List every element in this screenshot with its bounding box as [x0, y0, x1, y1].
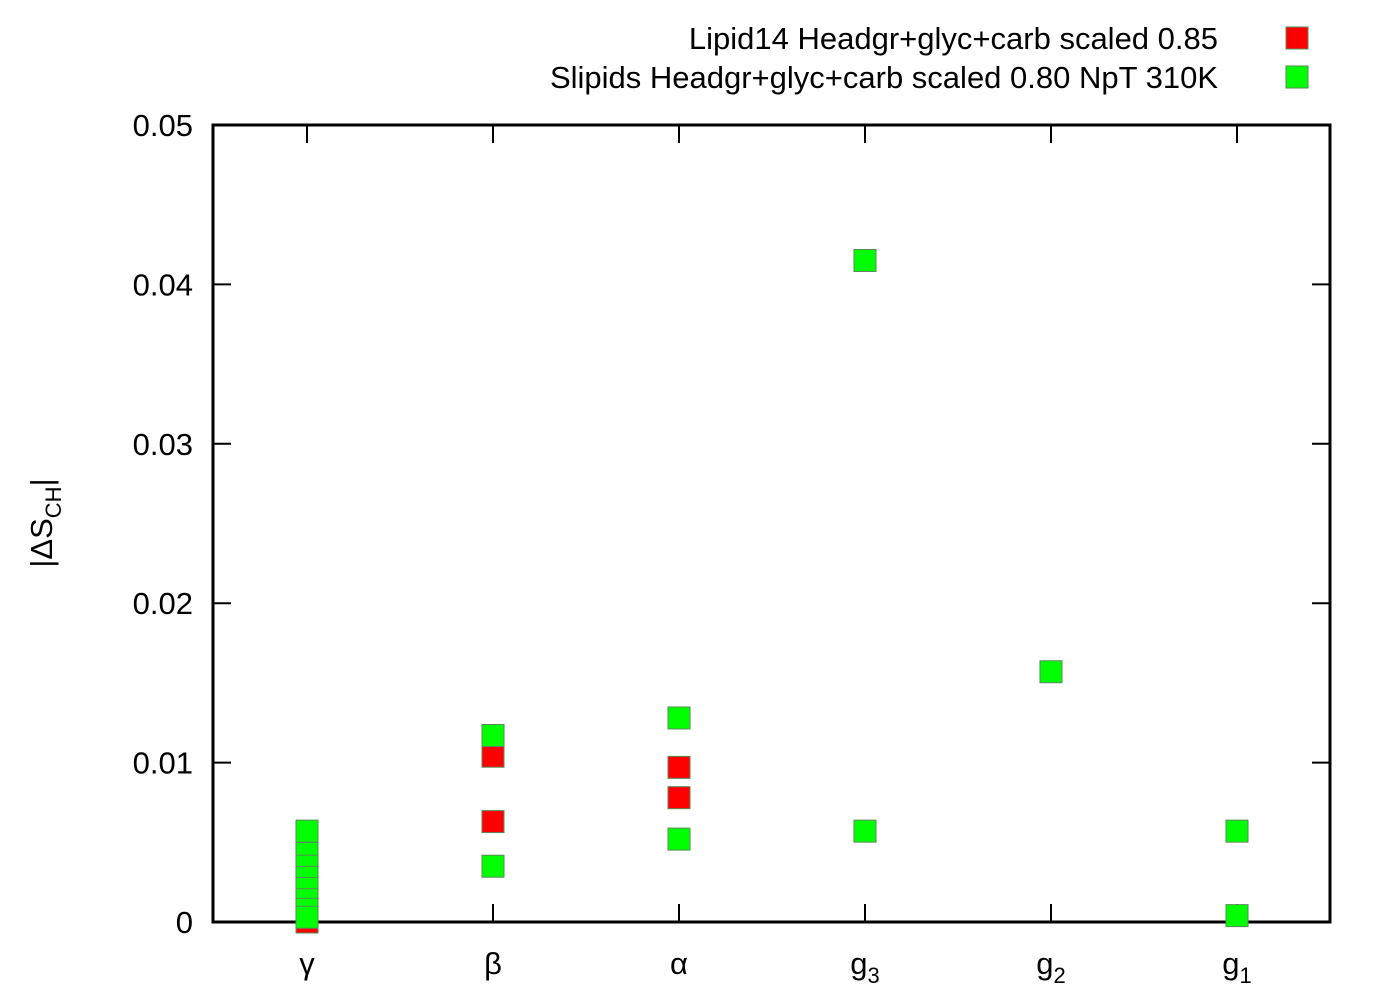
x-axis: γ β α g3 g2 g1: [299, 125, 1252, 988]
y-tick-label: 0.04: [133, 267, 193, 302]
y-axis-label: |ΔSCH|: [24, 478, 66, 567]
legend-swatch: [1285, 26, 1309, 50]
data-point-series-2: [295, 905, 319, 929]
data-point-series-2: [295, 819, 319, 843]
x-tick-label: g3: [850, 946, 880, 988]
y-tick-label: 0.02: [133, 586, 193, 621]
y-tick-label: 0.03: [133, 427, 193, 462]
x-tick-label: α: [670, 946, 688, 981]
data-point-series-2: [481, 724, 505, 748]
y-tick-label: 0.01: [133, 746, 193, 781]
data-point-series-2: [1225, 819, 1249, 843]
data-point-series-2: [1039, 660, 1063, 684]
data-point-series-1: [481, 810, 505, 834]
x-tick-label: γ: [299, 946, 315, 981]
x-tick-label: g1: [1222, 946, 1252, 988]
x-tick-label: g2: [1036, 946, 1066, 988]
y-tick-label: 0.05: [133, 108, 193, 143]
y-tick-label: 0: [176, 905, 193, 940]
legend: Lipid14 Headgr+glyc+carb scaled 0.85 Slip…: [550, 21, 1309, 95]
y-axis: 0 0.01 0.02 0.03 0.04 0.05: [133, 108, 1330, 940]
data-point-series-2: [667, 706, 691, 730]
data-point-series-2: [1225, 904, 1249, 928]
data-point-series-2: [853, 248, 877, 272]
data-point-series-1: [481, 744, 505, 768]
plot-frame: [211, 123, 1332, 924]
data-point-series-1: [667, 755, 691, 779]
data-point-series-2: [853, 819, 877, 843]
data-point-series-2: [667, 827, 691, 851]
x-tick-label: β: [484, 946, 502, 981]
data-point-series-2: [481, 854, 505, 878]
legend-label: Lipid14 Headgr+glyc+carb scaled 0.85: [689, 21, 1218, 56]
data-points: [295, 248, 1249, 934]
data-point-series-1: [667, 786, 691, 810]
legend-label: Slipids Headgr+glyc+carb scaled 0.80 NpT…: [550, 60, 1218, 95]
legend-swatch: [1285, 65, 1309, 89]
